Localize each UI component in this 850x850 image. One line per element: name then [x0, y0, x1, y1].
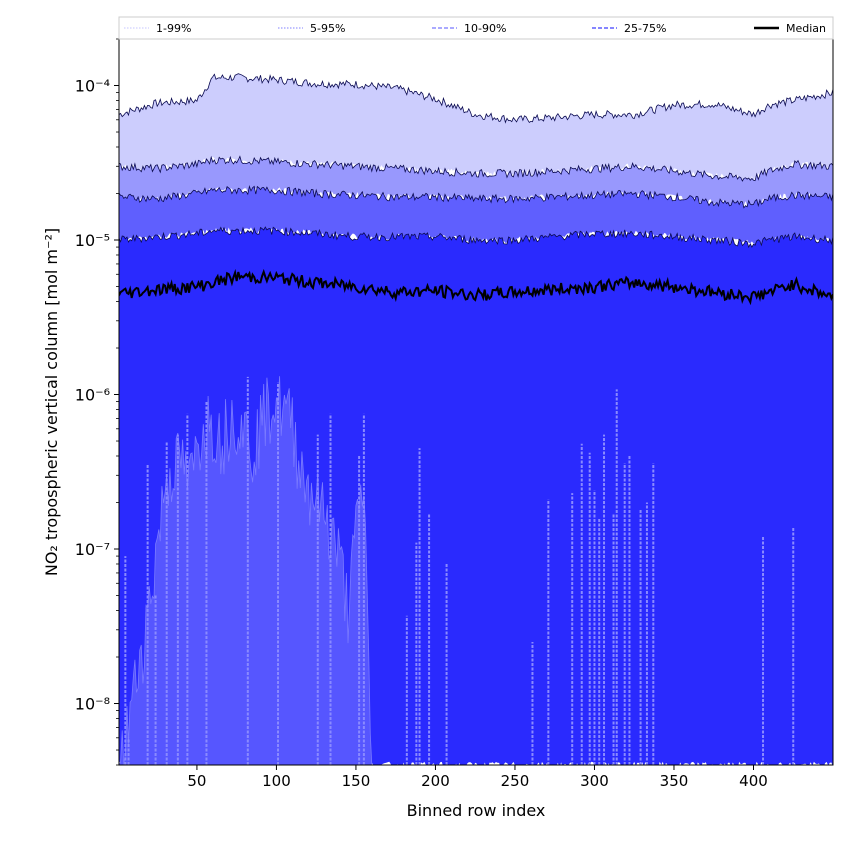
legend-label: 25-75%: [624, 22, 666, 35]
x-axis-label: Binned row index: [407, 801, 546, 820]
band-upper-edge: [119, 185, 833, 209]
x-tick-label: 50: [187, 772, 206, 790]
band-upper-edge: [119, 226, 833, 249]
band-1-99pct: [119, 73, 833, 182]
band-upper-edge: [119, 73, 833, 124]
median-line: [119, 268, 833, 306]
legend-frame: [118, 16, 834, 40]
y-axis-label: NO₂ tropospheric vertical column [mol m⁻…: [42, 228, 61, 576]
legend: 1-99% 5-95% 10-90% 25-75% Median: [118, 16, 834, 40]
band-10-90pct: [119, 186, 833, 246]
y-tick-label: 10⁻⁸: [75, 695, 110, 714]
y-axis: 10⁻⁸ 10⁻⁷ 10⁻⁶ 10⁻⁵ 10⁻⁴: [75, 38, 119, 766]
x-tick-label: 150: [342, 772, 371, 790]
y-tick-label: 10⁻⁵: [75, 231, 110, 250]
x-axis: 50 100 150 200 250 300 350 400: [187, 765, 768, 790]
y-tick-label: 10⁻⁴: [75, 77, 110, 96]
x-tick-label: 350: [660, 772, 689, 790]
legend-label: 5-95%: [310, 22, 345, 35]
x-tick-label: 100: [262, 772, 291, 790]
legend-label: 10-90%: [464, 22, 506, 35]
x-tick-label: 300: [580, 772, 609, 790]
plot-area: [119, 39, 833, 765]
x-tick-label: 200: [421, 772, 450, 790]
y-tick-label: 10⁻⁶: [75, 386, 110, 405]
band-upper-edge: [119, 155, 833, 182]
legend-label: Median: [786, 22, 826, 35]
y-tick-label: 10⁻⁷: [75, 540, 110, 559]
x-tick-label: 250: [501, 772, 530, 790]
legend-label: 1-99%: [156, 22, 191, 35]
x-tick-label: 400: [739, 772, 768, 790]
